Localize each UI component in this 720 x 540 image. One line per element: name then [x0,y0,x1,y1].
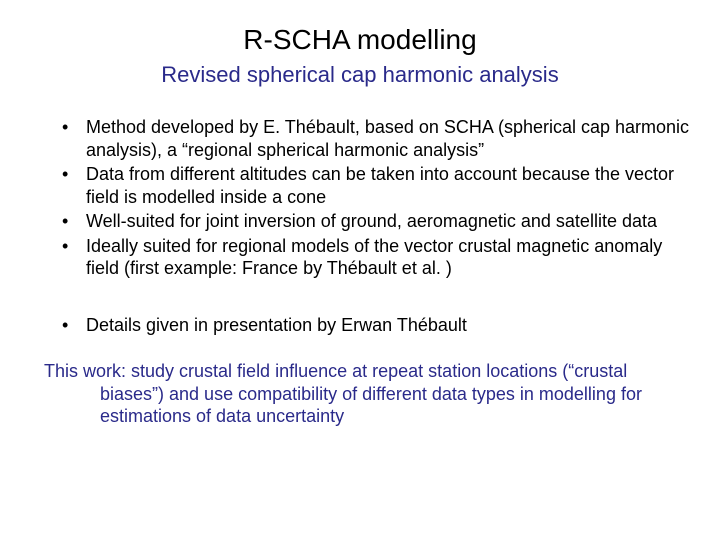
bullet-item: Data from different altitudes can be tak… [62,163,692,208]
bullet-list-1: Method developed by E. Thébault, based o… [28,116,692,280]
closing-paragraph: This work: study crustal field influence… [28,360,692,428]
bullet-item: Details given in presentation by Erwan T… [62,314,692,337]
slide-container: R-SCHA modelling Revised spherical cap h… [0,0,720,540]
bullet-item: Ideally suited for regional models of th… [62,235,692,280]
closing-text: This work: study crustal field influence… [44,360,692,428]
slide-title: R-SCHA modelling [28,24,692,56]
bullet-item: Method developed by E. Thébault, based o… [62,116,692,161]
bullet-item: Well-suited for joint inversion of groun… [62,210,692,233]
bullet-list-2: Details given in presentation by Erwan T… [28,314,692,337]
slide-subtitle: Revised spherical cap harmonic analysis [28,62,692,88]
